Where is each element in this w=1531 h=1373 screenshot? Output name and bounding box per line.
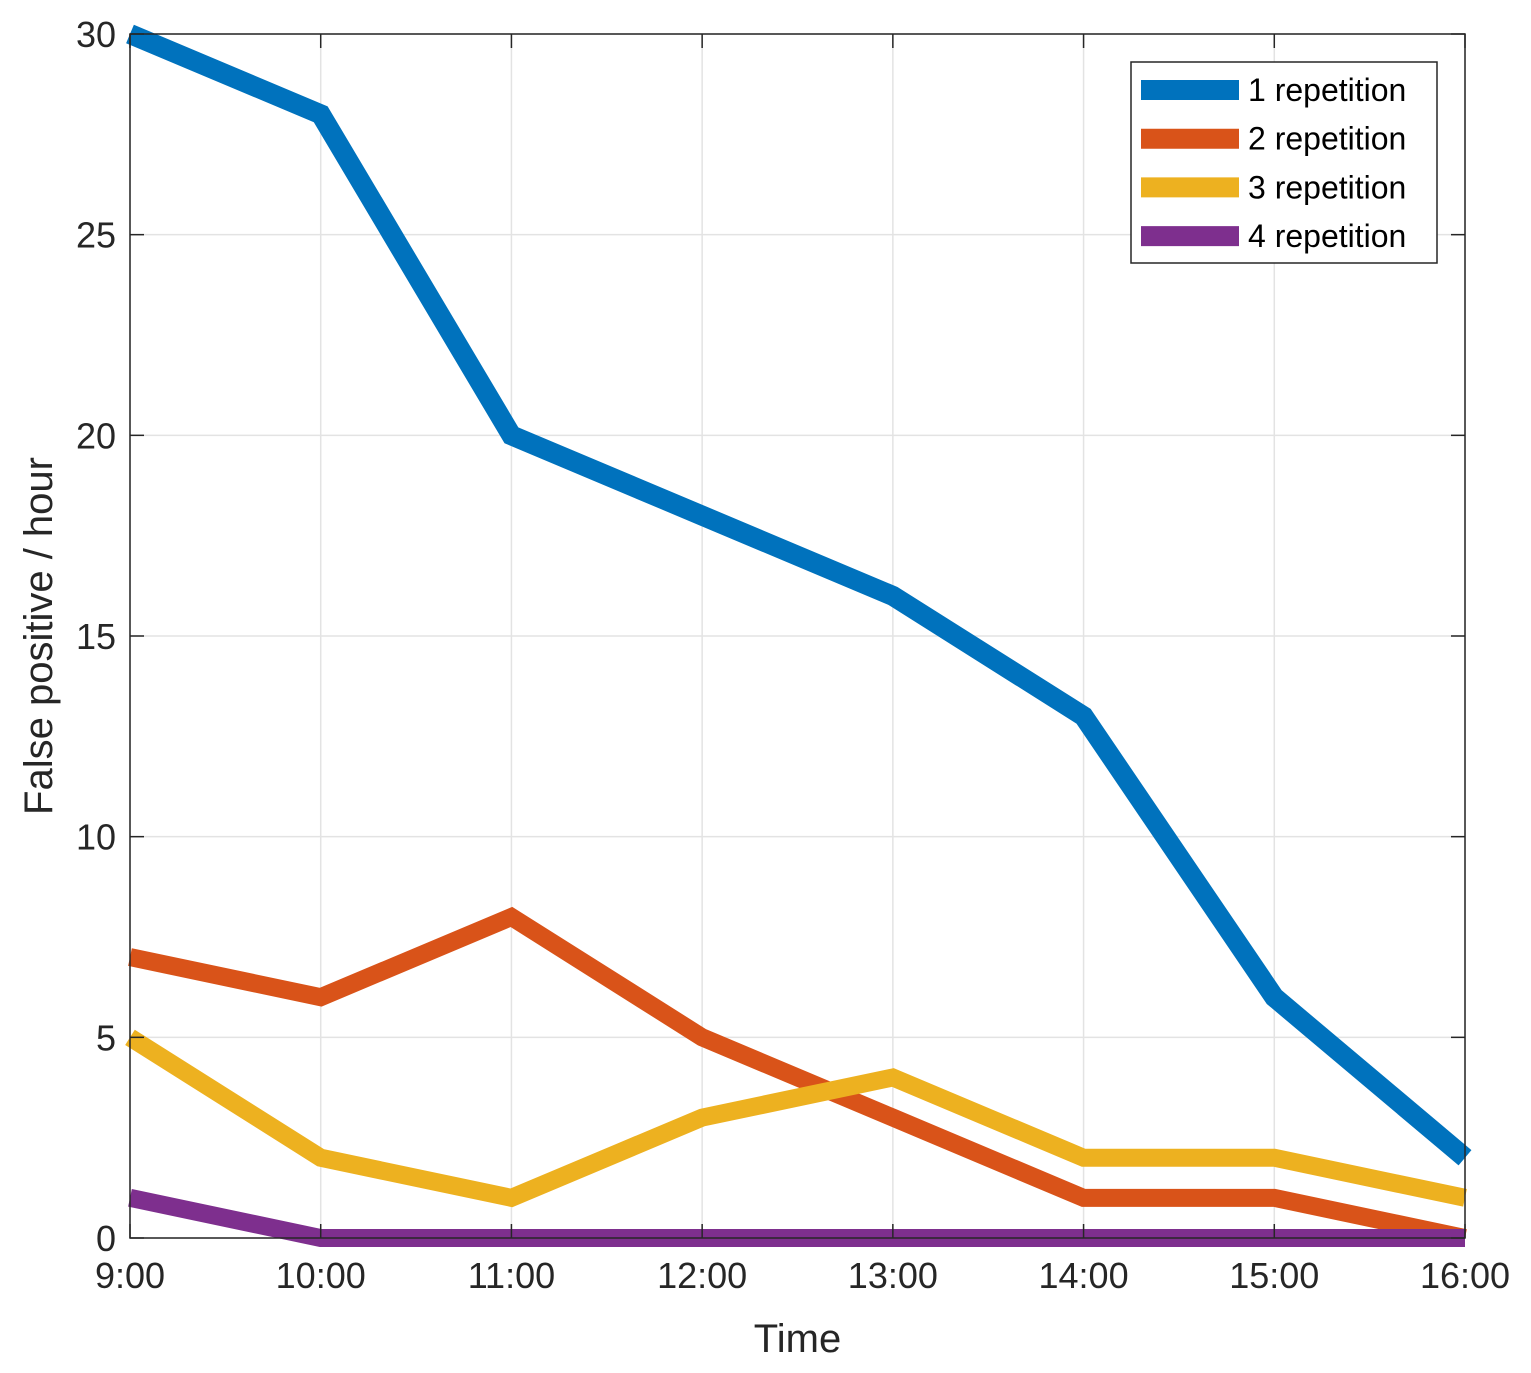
legend-label-2: 2 repetition [1248,121,1406,157]
legend-label-3: 3 repetition [1248,169,1406,205]
x-tick-label: 14:00 [1039,1255,1129,1296]
x-tick-label: 15:00 [1229,1255,1319,1296]
x-tick-label: 16:00 [1420,1255,1510,1296]
x-tick-label: 9:00 [95,1255,165,1296]
x-tick-label: 11:00 [468,1255,555,1296]
y-tick-label: 20 [76,415,116,456]
y-tick-label: 25 [76,215,116,256]
series-line-2 [128,906,1467,1247]
x-tick-label: 10:00 [276,1255,366,1296]
y-tick-label: 30 [76,14,116,55]
tick-labels: 9:00 10:00 11:00 12:00 13:00 14:00 15:00 16:00 0… [76,14,1510,1296]
x-tick-label: 12:00 [657,1255,747,1296]
y-tick-label: 10 [76,817,116,858]
series-line-3 [125,1029,1467,1208]
y-tick-label: 0 [96,1218,116,1259]
legend-label-4: 4 repetition [1248,218,1406,254]
y-tick-label: 5 [96,1017,116,1058]
y-tick-label: 15 [76,616,116,657]
x-tick-label: 13:00 [848,1255,938,1296]
series-line-1 [126,24,1472,1166]
y-axis-title: False positive / hour [17,457,61,815]
axis-ticks [129,33,1466,1239]
legend-label-1: 1 repetition [1248,72,1406,108]
legend: 1 repetition 2 repetition 3 repetition 4 re… [1130,61,1438,264]
x-axis-title: Time [754,1317,841,1361]
